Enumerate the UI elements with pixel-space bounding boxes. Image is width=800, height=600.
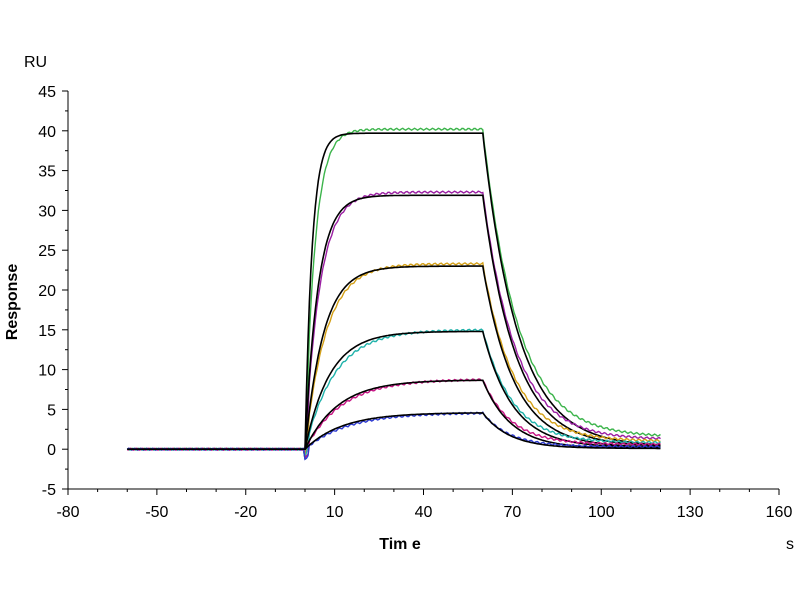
series-layer <box>126 127 661 461</box>
y-tick-label: 20 <box>38 283 56 300</box>
x-tick-label: 130 <box>677 504 704 521</box>
measured-curve <box>126 328 661 460</box>
y-unit-label: RU <box>24 54 47 71</box>
measured-curve <box>126 261 661 460</box>
fit-curve <box>127 132 661 451</box>
fit-curve <box>127 412 661 451</box>
fit-curve <box>127 330 661 451</box>
x-tick-label: 100 <box>588 504 615 521</box>
y-ticks: -5 0 5 10 15 20 25 30 35 40 45 <box>38 84 68 499</box>
y-tick-label: 25 <box>38 243 56 260</box>
fit-curve <box>127 265 661 451</box>
x-tick-label: -20 <box>234 504 257 521</box>
y-tick-label: 15 <box>38 323 56 340</box>
x-tick-label: 10 <box>326 504 344 521</box>
x-ticks: -80 -50 -20 10 40 70 100 130 160 <box>56 489 792 521</box>
y-tick-label: 40 <box>38 124 56 141</box>
x-unit-label: s <box>786 536 794 553</box>
y-tick-label: 30 <box>38 203 56 220</box>
x-tick-label: -50 <box>145 504 168 521</box>
measured-curve <box>126 127 661 459</box>
y-tick-label: 0 <box>47 442 56 459</box>
y-tick-label: 45 <box>38 84 56 101</box>
x-tick-label: 70 <box>503 504 521 521</box>
x-tick-label: -80 <box>56 504 79 521</box>
x-axis-title: Tim e <box>379 536 421 553</box>
y-tick-label: 10 <box>38 363 56 380</box>
y-tick-label: 35 <box>38 164 56 181</box>
y-tick-label: 5 <box>47 402 56 419</box>
x-tick-label: 160 <box>766 504 793 521</box>
y-axis-title: Response <box>4 264 21 341</box>
y-tick-label: -5 <box>42 482 56 499</box>
x-tick-label: 40 <box>415 504 433 521</box>
measured-curve <box>126 190 661 459</box>
fit-curve <box>127 194 661 451</box>
